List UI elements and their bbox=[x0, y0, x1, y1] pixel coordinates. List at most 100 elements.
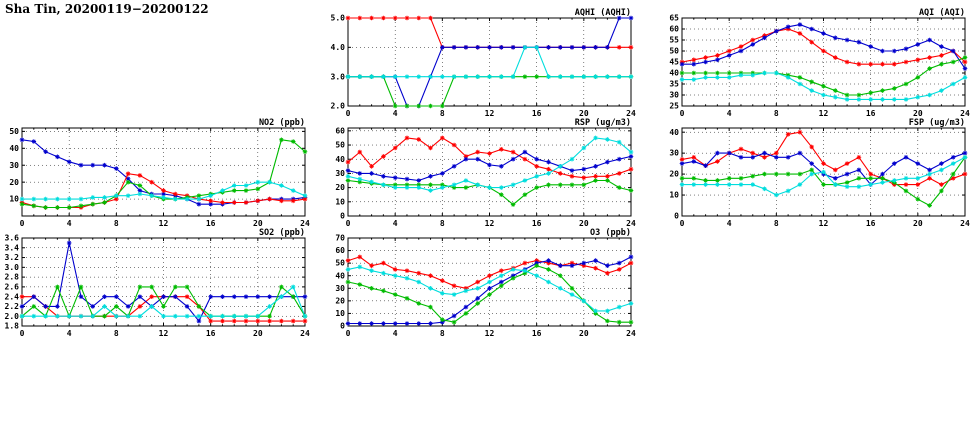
svg-text:4.0: 4.0 bbox=[331, 43, 346, 52]
svg-text:2.0: 2.0 bbox=[331, 102, 346, 111]
svg-text:24: 24 bbox=[626, 109, 636, 118]
svg-text:AQI (AQI): AQI (AQI) bbox=[919, 8, 965, 18]
svg-text:45: 45 bbox=[669, 58, 679, 67]
svg-text:20: 20 bbox=[669, 170, 679, 179]
svg-text:24: 24 bbox=[300, 329, 310, 338]
svg-text:24: 24 bbox=[300, 219, 310, 228]
svg-text:16: 16 bbox=[866, 219, 876, 228]
svg-text:20: 20 bbox=[335, 183, 345, 192]
svg-text:8: 8 bbox=[114, 219, 119, 228]
svg-text:20: 20 bbox=[579, 109, 589, 118]
svg-text:3.2: 3.2 bbox=[5, 253, 20, 262]
svg-text:40: 40 bbox=[669, 128, 679, 137]
rsp-plot: 0 10 20 30 40 50 60 0 4 8 12 16 20 24 RSP (ug/m3) bbox=[335, 118, 636, 228]
chart-rsp: 0 10 20 30 40 50 60 0 4 8 12 16 20 24 RSP (ug/m3) bbox=[322, 116, 637, 234]
chart-so2: 1.8 2.0 2.2 2.4 2.6 2.8 3.0 3.2 3.4 3.6 0 4 8 12 16 20 2… bbox=[0, 226, 311, 344]
svg-text:0: 0 bbox=[674, 212, 679, 221]
svg-text:8: 8 bbox=[440, 329, 445, 338]
svg-text:25: 25 bbox=[669, 102, 679, 111]
svg-text:20: 20 bbox=[9, 178, 19, 187]
svg-text:3.6: 3.6 bbox=[5, 234, 20, 243]
svg-text:0: 0 bbox=[340, 322, 345, 331]
svg-text:0: 0 bbox=[346, 219, 351, 228]
page-title: Sha Tin, 20200119−20200122 bbox=[5, 2, 209, 16]
svg-text:12: 12 bbox=[485, 219, 495, 228]
svg-text:10: 10 bbox=[669, 191, 679, 200]
svg-text:NO2 (ppb): NO2 (ppb) bbox=[259, 118, 305, 128]
svg-text:60: 60 bbox=[335, 126, 345, 135]
svg-text:0: 0 bbox=[680, 219, 685, 228]
svg-text:20: 20 bbox=[579, 329, 589, 338]
chart-aqi: 25 30 35 40 45 50 55 60 65 0 4 8 12 16 20 24 AQI (AQI) bbox=[656, 6, 971, 124]
so2-plot: 1.82.02.22.42.62.83.03.23.43.6 0 4 8 12 16 20 2… bbox=[5, 228, 310, 338]
svg-text:40: 40 bbox=[335, 155, 345, 164]
svg-text:20: 20 bbox=[253, 329, 263, 338]
svg-text:4: 4 bbox=[393, 109, 398, 118]
svg-text:8: 8 bbox=[774, 219, 779, 228]
svg-text:50: 50 bbox=[335, 259, 345, 268]
svg-text:8: 8 bbox=[114, 329, 119, 338]
svg-text:16: 16 bbox=[532, 219, 542, 228]
svg-text:2.0: 2.0 bbox=[5, 312, 20, 321]
svg-text:12: 12 bbox=[159, 329, 169, 338]
svg-text:24: 24 bbox=[626, 329, 636, 338]
svg-text:40: 40 bbox=[669, 69, 679, 78]
svg-text:0: 0 bbox=[346, 329, 351, 338]
svg-text:16: 16 bbox=[206, 329, 216, 338]
svg-text:65: 65 bbox=[669, 14, 679, 23]
svg-text:10: 10 bbox=[335, 197, 345, 206]
o3-plot: 0 10 20 30 40 50 60 70 0 4 8 12 16 20 24 O3 (ppb) bbox=[335, 228, 636, 338]
aqhi-plot: 2.0 3.0 4.0 5.0 0 4 8 12 16 20 24 AQHI (AQHI) bbox=[331, 8, 636, 118]
svg-text:2.6: 2.6 bbox=[5, 283, 20, 292]
svg-text:3.4: 3.4 bbox=[5, 243, 20, 252]
svg-text:10: 10 bbox=[335, 309, 345, 318]
svg-text:50: 50 bbox=[669, 47, 679, 56]
svg-text:0: 0 bbox=[20, 329, 25, 338]
svg-text:4: 4 bbox=[67, 219, 72, 228]
svg-text:0: 0 bbox=[680, 109, 685, 118]
svg-text:40: 40 bbox=[9, 144, 19, 153]
svg-text:20: 20 bbox=[579, 219, 589, 228]
svg-text:8: 8 bbox=[774, 109, 779, 118]
svg-text:16: 16 bbox=[532, 109, 542, 118]
svg-text:12: 12 bbox=[159, 219, 169, 228]
svg-text:2.8: 2.8 bbox=[5, 273, 20, 282]
svg-text:SO2 (ppb): SO2 (ppb) bbox=[259, 228, 305, 238]
svg-text:16: 16 bbox=[532, 329, 542, 338]
svg-text:0: 0 bbox=[20, 219, 25, 228]
chart-fsp: 0 10 20 30 40 0 4 8 12 16 20 24 FSP (ug/m3) bbox=[656, 116, 971, 234]
svg-text:0: 0 bbox=[346, 109, 351, 118]
svg-text:3.0: 3.0 bbox=[331, 72, 346, 81]
svg-text:55: 55 bbox=[669, 36, 679, 45]
svg-text:30: 30 bbox=[335, 284, 345, 293]
svg-text:60: 60 bbox=[335, 246, 345, 255]
svg-text:1.8: 1.8 bbox=[5, 322, 20, 331]
svg-text:20: 20 bbox=[913, 109, 923, 118]
svg-text:12: 12 bbox=[485, 329, 495, 338]
svg-text:30: 30 bbox=[669, 149, 679, 158]
no2-plot: 10 20 30 40 50 0 4 8 12 16 20 24 NO2 (ppb) bbox=[9, 118, 310, 228]
svg-text:20: 20 bbox=[913, 219, 923, 228]
svg-text:4: 4 bbox=[393, 219, 398, 228]
svg-text:3.0: 3.0 bbox=[5, 263, 20, 272]
svg-text:16: 16 bbox=[206, 219, 216, 228]
fsp-plot: 0 10 20 30 40 0 4 8 12 16 20 24 FSP (ug/m3) bbox=[669, 118, 970, 228]
chart-aqhi: 2.0 3.0 4.0 5.0 0 4 8 12 16 20 24 AQHI (AQHI) bbox=[322, 6, 637, 124]
svg-text:8: 8 bbox=[440, 219, 445, 228]
svg-text:12: 12 bbox=[819, 219, 829, 228]
svg-text:12: 12 bbox=[819, 109, 829, 118]
svg-text:4: 4 bbox=[393, 329, 398, 338]
svg-text:10: 10 bbox=[9, 195, 19, 204]
svg-text:50: 50 bbox=[335, 141, 345, 150]
svg-text:40: 40 bbox=[335, 271, 345, 280]
chart-no2: 10 20 30 40 50 0 4 8 12 16 20 24 NO2 (ppb) bbox=[0, 116, 311, 234]
aqi-plot: 25 30 35 40 45 50 55 60 65 0 4 8 12 16 20 24 AQI (AQI) bbox=[669, 8, 970, 118]
svg-text:8: 8 bbox=[440, 109, 445, 118]
svg-text:2.2: 2.2 bbox=[5, 302, 20, 311]
svg-text:0: 0 bbox=[340, 212, 345, 221]
svg-text:24: 24 bbox=[626, 219, 636, 228]
svg-text:4: 4 bbox=[727, 219, 732, 228]
svg-text:20: 20 bbox=[335, 297, 345, 306]
svg-text:O3 (ppb): O3 (ppb) bbox=[590, 228, 631, 238]
